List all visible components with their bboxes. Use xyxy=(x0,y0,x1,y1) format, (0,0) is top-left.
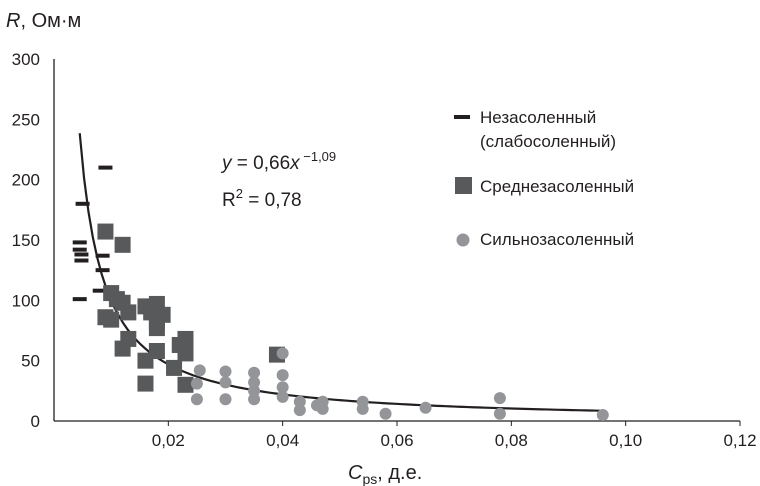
data-point-circle xyxy=(248,384,261,397)
legend-label-silnozasolenny: Сильнозасоленный xyxy=(480,230,634,249)
data-point-dash xyxy=(72,297,87,302)
data-points xyxy=(72,165,609,421)
data-point-circle xyxy=(276,347,289,360)
data-point-circle xyxy=(596,408,609,421)
data-point-square xyxy=(97,223,114,240)
data-point-square xyxy=(148,320,165,337)
data-point-square xyxy=(148,343,165,360)
y-tick-label: 0 xyxy=(31,412,40,431)
data-point-circle xyxy=(293,395,306,408)
data-point-dash xyxy=(75,201,90,206)
data-point-circle xyxy=(193,364,206,377)
legend-marker-dash xyxy=(454,115,470,119)
x-tick-label: 0,10 xyxy=(609,431,642,450)
x-tick-label: 0,12 xyxy=(723,431,756,450)
legend-label-nezasolenny: Незасоленный xyxy=(480,108,596,127)
data-point-circle xyxy=(493,392,506,405)
legend-marker-circle xyxy=(456,233,470,247)
data-point-circle xyxy=(493,407,506,420)
data-point-square xyxy=(137,375,154,392)
data-point-dash xyxy=(74,252,89,257)
data-point-dash xyxy=(74,258,89,263)
data-point-square xyxy=(120,304,137,321)
data-point-circle xyxy=(293,404,306,417)
trendline xyxy=(78,133,603,412)
data-point-square xyxy=(166,359,183,376)
data-point-circle xyxy=(276,381,289,394)
data-point-square xyxy=(103,311,120,328)
legend-label-srednezasolenny: Среднезасоленный xyxy=(480,177,634,196)
equation-label: y = 0,66x −1,09 xyxy=(220,149,336,174)
data-point-circle xyxy=(248,393,261,406)
data-point-circle xyxy=(419,401,432,414)
legend-label-nezasolenny-line2: (слабосоленный) xyxy=(480,132,616,151)
data-point-dash xyxy=(98,165,113,170)
data-point-circle xyxy=(276,390,289,403)
x-tick-label: 0,08 xyxy=(495,431,528,450)
x-tick-label: 0,06 xyxy=(380,431,413,450)
y-tick-label: 100 xyxy=(12,291,40,310)
y-tick-label: 300 xyxy=(12,50,40,69)
data-point-circle xyxy=(276,369,289,382)
data-point-square xyxy=(114,236,131,253)
x-tick-label: 0,02 xyxy=(152,431,185,450)
legend: Незасоленный (слабосоленный) Среднезасол… xyxy=(454,108,634,249)
r2-label: R2 = 0,78 xyxy=(222,186,302,211)
data-point-dash xyxy=(72,240,87,245)
series-square xyxy=(97,223,285,393)
data-point-circle xyxy=(248,366,261,379)
data-point-circle xyxy=(219,376,232,389)
y-tick-label: 250 xyxy=(12,110,40,129)
data-point-square xyxy=(114,340,131,357)
x-tick-label: 0,04 xyxy=(266,431,299,450)
legend-marker-square xyxy=(455,177,472,194)
series-dash xyxy=(72,165,113,302)
data-point-circle xyxy=(379,407,392,420)
data-point-square xyxy=(177,376,194,393)
data-point-dash xyxy=(95,268,110,273)
y-tick-label: 200 xyxy=(12,171,40,190)
data-point-circle xyxy=(219,365,232,378)
data-point-square xyxy=(177,345,194,362)
x-axis-title: Cps, д.е. xyxy=(348,462,422,486)
x-tick-labels: 0,02 0,04 0,06 0,08 0,10 0,12 xyxy=(152,421,757,450)
y-tick-label: 150 xyxy=(12,231,40,250)
data-point-circle xyxy=(248,376,261,389)
data-point-dash xyxy=(72,247,87,252)
series-circle xyxy=(190,347,609,421)
data-point-dash xyxy=(92,288,107,293)
y-tick-label: 50 xyxy=(21,352,40,371)
data-point-circle xyxy=(316,402,329,415)
data-point-circle xyxy=(190,377,203,390)
y-axis-title: R, Ом·м xyxy=(6,10,81,32)
y-tick-labels: 0 50 100 150 200 250 300 xyxy=(12,50,40,431)
data-point-square xyxy=(177,330,194,347)
data-point-circle xyxy=(219,393,232,406)
data-point-circle xyxy=(190,393,203,406)
data-point-circle xyxy=(356,402,369,415)
data-point-dash xyxy=(95,253,110,258)
